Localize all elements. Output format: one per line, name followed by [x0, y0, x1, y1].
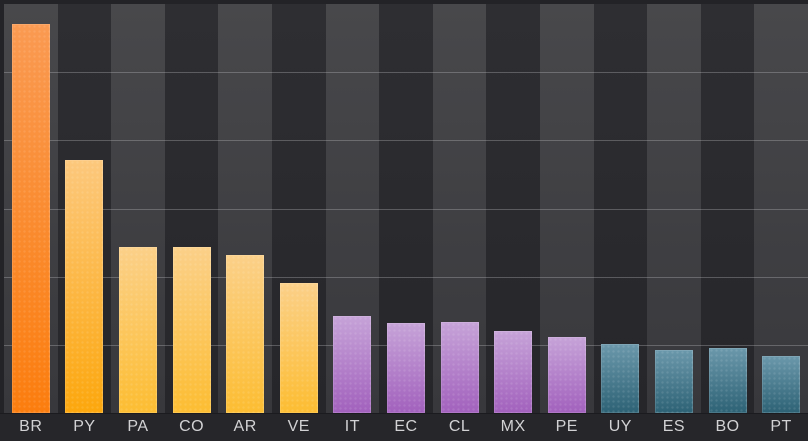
x-axis-label-py: PY — [73, 418, 96, 435]
chart-column-ve — [271, 4, 326, 413]
bar-pa — [118, 247, 157, 413]
x-axis-label-mx: MX — [500, 418, 526, 435]
chart-column-cl — [432, 4, 487, 413]
chart-column-py — [57, 4, 112, 413]
x-axis-label-bo: BO — [715, 418, 740, 435]
x-axis-label-es: ES — [662, 418, 686, 435]
chart-column-pt — [754, 4, 808, 413]
bar-br — [11, 23, 50, 413]
bar-ve — [279, 283, 318, 413]
bar-pt — [762, 356, 801, 413]
x-axis: BR PY PA CO AR VE IT EC CL MX PE UY ES BO PT — [0, 413, 808, 441]
x-axis-label-co: CO — [179, 418, 205, 435]
x-axis-label-uy: UY — [608, 418, 632, 435]
x-axis-label-cl: CL — [448, 418, 471, 435]
chart-column-co — [164, 4, 219, 413]
chart-column-mx — [486, 4, 540, 413]
bar-bo — [708, 348, 747, 413]
chart-column-pa — [111, 4, 165, 413]
x-axis-label-it: IT — [344, 418, 360, 435]
bar-uy — [601, 344, 640, 413]
bar-py — [65, 160, 104, 413]
bar-ar — [226, 254, 265, 413]
chart-column-ec — [379, 4, 433, 413]
x-axis-label-pa: PA — [127, 418, 149, 435]
x-axis-label-ar: AR — [233, 418, 257, 435]
bar-co — [172, 246, 211, 413]
chart-column-it — [325, 4, 380, 413]
chart-column-es — [647, 4, 701, 413]
bar-ec — [386, 323, 425, 413]
x-axis-label-pe: PE — [555, 418, 578, 435]
x-axis-label-ec: EC — [394, 418, 418, 435]
chart-column-bo — [700, 4, 755, 413]
x-axis-label-br: BR — [19, 418, 43, 435]
x-axis-label-pt: PT — [770, 418, 792, 435]
bar-it — [333, 316, 372, 413]
bar-pe — [547, 337, 586, 413]
chart-column-br — [4, 4, 58, 413]
chart-column-ar — [218, 4, 272, 413]
bar-cl — [440, 322, 479, 413]
bar-mx — [494, 331, 533, 413]
x-axis-label-ve: VE — [287, 418, 310, 435]
chart-column-pe — [539, 4, 594, 413]
chart-column-uy — [593, 4, 648, 413]
plot-area — [4, 4, 808, 413]
bar-es — [654, 349, 693, 413]
